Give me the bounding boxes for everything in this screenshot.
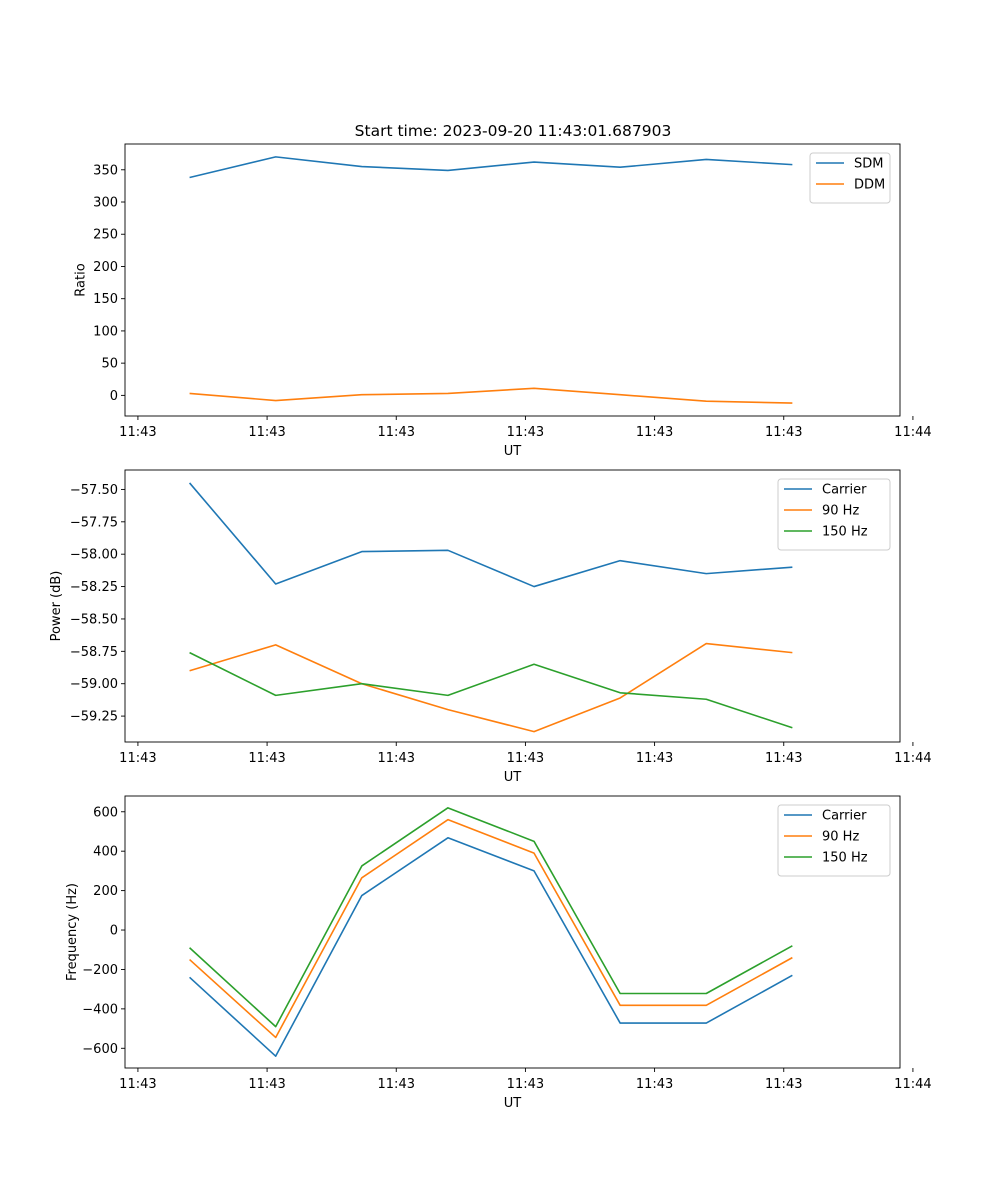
y-tick-label: 250 [93,228,118,243]
y-tick-label: 50 [101,357,118,372]
x-tick-label: 11:44 [894,751,931,766]
x-axis-label: UT [504,444,522,459]
legend-label-carrier: Carrier [822,483,867,498]
axes-frame [124,143,901,417]
legend-box [777,804,891,877]
y-tick-label: 200 [93,884,118,899]
series-line-carrier [188,482,793,588]
series-line-90-hz [189,818,793,1039]
series-line-ddm [189,387,793,404]
series-line-carrier [189,836,793,1057]
y-tick-label: 0 [110,389,118,404]
y-tick-label: −59.00 [70,677,118,692]
x-tick-label: 11:43 [636,1077,673,1092]
x-tick-label: 11:43 [507,1077,544,1092]
series-line-90-hz [189,642,793,733]
x-tick-label: 11:43 [378,1077,415,1092]
x-tick-label: 11:43 [248,751,285,766]
subplot-ratio: 0 50 100 150 200 250 300 350 11:43 11:43 11:43 11:4… [73,143,932,459]
y-tick-label: −58.25 [70,580,118,595]
y-tick-label: 200 [93,260,118,275]
subplot-frequency: −600 −400 −200 0 200 400 600 11:43 11:43 11:43 11:… [65,795,932,1111]
x-tick-label: 11:43 [507,751,544,766]
x-tick-label: 11:43 [378,751,415,766]
series-line-sdm [189,156,793,179]
legend-label-90-hz: 90 Hz [822,504,859,519]
axes-frame [124,795,901,1069]
legend-label-ddm: DDM [854,178,885,193]
y-tick-label: −58.00 [70,548,118,563]
y-tick-label: 400 [93,845,118,860]
figure-title: Start time: 2023-09-20 11:43:01.687903 [355,122,672,140]
x-tick-label: 11:43 [378,425,415,440]
x-tick-label: 11:43 [248,1077,285,1092]
y-axis-label: Ratio [73,263,88,296]
y-tick-label: 100 [93,324,118,339]
legend-label-carrier: Carrier [822,809,867,824]
y-axis-label: Power (dB) [49,571,64,642]
legend-label-sdm: SDM [854,157,883,172]
legend-label-150-hz: 150 Hz [822,525,868,540]
legend-label-150-hz: 150 Hz [822,851,868,866]
legend-label-90-hz: 90 Hz [822,830,859,845]
y-tick-label: 0 [110,924,118,939]
x-axis-label: UT [504,1096,522,1111]
x-tick-label: 11:43 [636,425,673,440]
y-tick-label: −57.75 [70,515,118,530]
y-tick-label: 600 [93,805,118,820]
x-tick-label: 11:43 [119,751,156,766]
x-tick-label: 11:43 [765,1077,802,1092]
y-tick-label: −58.75 [70,645,118,660]
y-tick-label: −58.50 [70,612,118,627]
x-tick-label: 11:43 [636,751,673,766]
y-axis-label: Frequency (Hz) [65,883,80,981]
y-tick-label: −600 [82,1042,118,1057]
y-tick-label: 150 [93,292,118,307]
series-line-150-hz [189,651,793,729]
x-tick-label: 11:43 [507,425,544,440]
y-tick-label: 300 [93,196,118,211]
x-tick-label: 11:43 [248,425,285,440]
x-tick-label: 11:43 [765,751,802,766]
legend-box [809,152,891,204]
x-tick-label: 11:44 [894,425,931,440]
x-tick-label: 11:43 [765,425,802,440]
x-tick-label: 11:44 [894,1077,931,1092]
y-tick-label: −400 [82,1002,118,1017]
y-tick-label: 350 [93,163,118,178]
y-tick-label: −200 [82,963,118,978]
y-tick-label: −57.50 [70,483,118,498]
series-line-150-hz [189,807,793,1028]
x-tick-label: 11:43 [119,1077,156,1092]
axes-frame [124,469,901,743]
subplot-power: −59.25 −59.00 −58.75 −58.50 −58.25 −58.00 −57.… [49,469,932,785]
y-tick-label: −59.25 [70,710,118,725]
legend-box [777,478,891,551]
x-tick-label: 11:43 [119,425,156,440]
x-axis-label: UT [504,770,522,785]
